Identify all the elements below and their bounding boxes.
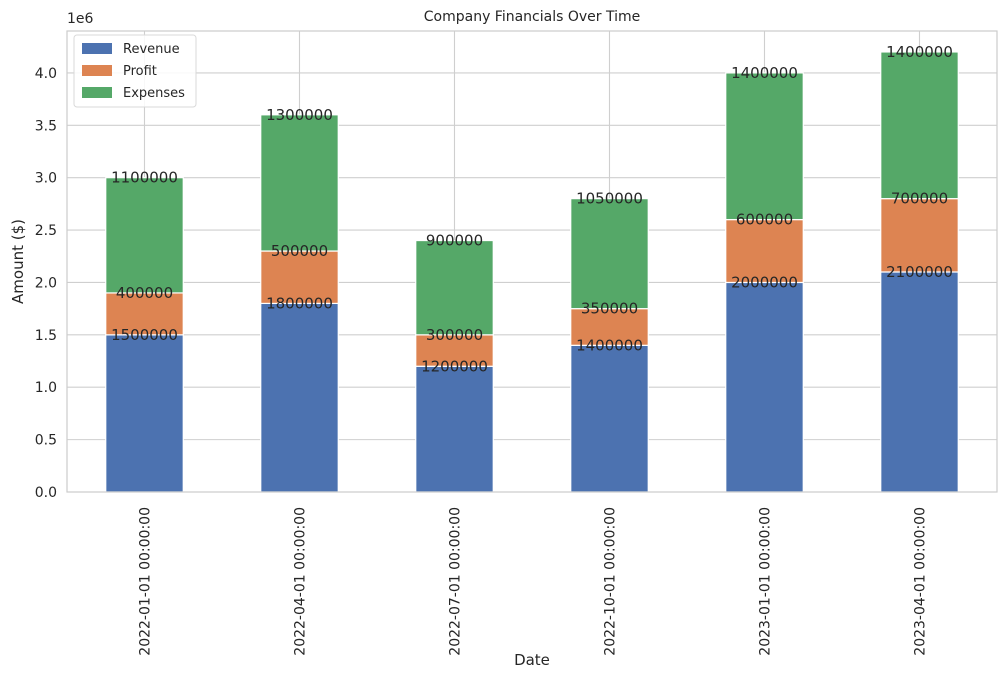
y-tick-label: 2.0	[35, 275, 57, 291]
data-label-profit: 300000	[426, 326, 483, 344]
data-label-revenue: 1400000	[576, 336, 643, 354]
y-axis-label: Amount ($)	[9, 219, 27, 304]
bar-revenue	[570, 344, 649, 493]
y-tick-labels: 0.0 0.5 1.0 1.5 2.0 2.5 3.0 3.5 4.0	[35, 66, 57, 501]
y-tick-label: 3.0	[35, 171, 57, 187]
data-label-profit: 500000	[271, 242, 328, 260]
chart-title: Company Financials Over Time	[424, 9, 641, 25]
data-labels: 1500000 400000 1100000 1800000 500000 1300000…	[111, 43, 953, 375]
data-label-profit: 400000	[116, 284, 173, 302]
bar-expenses	[105, 177, 184, 294]
bar-expenses	[415, 239, 494, 336]
y-tick-label: 1.5	[35, 328, 57, 344]
legend: Revenue Profit Expenses	[73, 34, 197, 108]
legend-swatch-revenue	[82, 43, 112, 54]
bar-revenue	[880, 271, 959, 493]
bar-revenue	[105, 334, 184, 493]
data-label-expenses: 1100000	[111, 169, 178, 187]
legend-swatch-profit	[82, 65, 112, 76]
bar-expenses	[880, 51, 959, 200]
data-label-profit: 700000	[891, 190, 948, 208]
plot-frame	[66, 30, 998, 493]
data-label-revenue: 2100000	[886, 263, 953, 281]
data-label-expenses: 1300000	[266, 106, 333, 124]
bars	[105, 51, 959, 493]
bar-profit	[880, 198, 959, 273]
legend-label-expenses: Expenses	[123, 86, 185, 101]
y-tick-label: 4.0	[35, 66, 57, 82]
x-tick-label: 2022-07-01 00:00:00	[448, 507, 464, 656]
legend-swatch-expenses	[82, 87, 112, 98]
bar-expenses	[725, 72, 804, 221]
x-tick-label: 2022-10-01 00:00:00	[603, 507, 619, 656]
y-tick-label: 2.5	[35, 223, 57, 239]
y-tick-label: 0.5	[35, 433, 57, 449]
legend-label-profit: Profit	[123, 64, 157, 79]
bar-profit	[570, 308, 649, 346]
y-tick-label: 1.0	[35, 380, 57, 396]
data-label-revenue: 1800000	[266, 294, 333, 312]
y-tick-label: 3.5	[35, 118, 57, 134]
bar-profit	[415, 334, 494, 367]
bar-expenses	[260, 114, 339, 252]
data-label-profit: 600000	[736, 211, 793, 229]
bar-revenue	[415, 365, 494, 493]
data-label-expenses: 1400000	[731, 64, 798, 82]
data-label-expenses: 1400000	[886, 43, 953, 61]
bar-expenses	[570, 198, 649, 310]
bar-revenue	[725, 281, 804, 493]
bar-profit	[260, 250, 339, 305]
data-label-revenue: 2000000	[731, 273, 798, 291]
plot-area-background	[67, 31, 997, 492]
x-tick-label: 2022-04-01 00:00:00	[293, 507, 309, 656]
legend-label-revenue: Revenue	[123, 42, 180, 57]
y-tick-label: 0.0	[35, 485, 57, 501]
data-label-revenue: 1200000	[421, 357, 488, 375]
x-tick-label: 2023-04-01 00:00:00	[913, 507, 929, 656]
x-tick-label: 2022-01-01 00:00:00	[138, 507, 154, 656]
data-label-profit: 350000	[581, 300, 638, 318]
data-label-revenue: 1500000	[111, 326, 178, 344]
bar-revenue	[260, 302, 339, 493]
x-tick-labels: 2022-01-01 00:00:00 2022-04-01 00:00:00 20…	[138, 507, 929, 656]
data-label-expenses: 1050000	[576, 190, 643, 208]
data-label-expenses: 900000	[426, 232, 483, 250]
y-offset-label: 1e6	[67, 11, 94, 27]
x-axis-label: Date	[514, 651, 550, 669]
bar-profit	[105, 292, 184, 336]
bar-profit	[725, 218, 804, 284]
x-tick-label: 2023-01-01 00:00:00	[758, 507, 774, 656]
